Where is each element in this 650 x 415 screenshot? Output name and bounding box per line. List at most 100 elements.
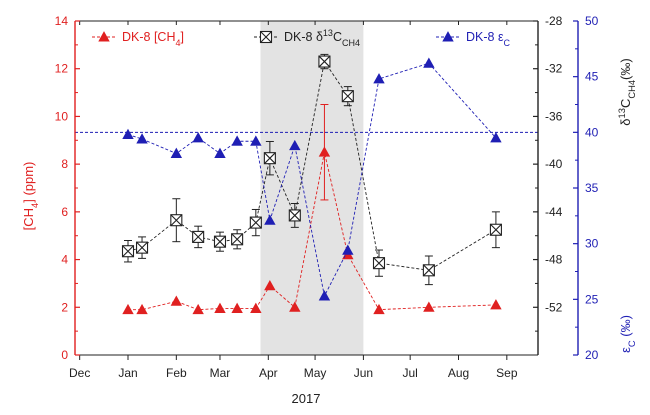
x-tick-label: Jun bbox=[354, 366, 373, 380]
marker-cross-b bbox=[214, 235, 226, 248]
x-tick-label: May bbox=[304, 366, 327, 380]
text-part: (‰) bbox=[618, 315, 633, 340]
text-part: DK-8 ε bbox=[466, 30, 504, 44]
legend-label: DK-8 [CH4] bbox=[122, 30, 184, 48]
data-point bbox=[136, 303, 148, 315]
data-point bbox=[231, 135, 243, 146]
text-part: C bbox=[504, 38, 511, 48]
data-point bbox=[263, 152, 276, 165]
x-tick-label: Feb bbox=[166, 366, 187, 380]
data-point bbox=[489, 223, 502, 236]
data-point bbox=[192, 303, 204, 315]
data-point bbox=[318, 290, 331, 301]
marker-cross-b bbox=[318, 55, 331, 68]
legend-item-1: DK-8 δ13CCH4 bbox=[254, 28, 360, 48]
data-point bbox=[231, 233, 244, 246]
y-left-axis-tick-label: 4 bbox=[61, 253, 68, 267]
y-right-inner-axis-tick-label: -36 bbox=[545, 109, 563, 123]
text-part: (‰) bbox=[618, 58, 633, 80]
text-part: δ bbox=[618, 118, 633, 125]
series-layer bbox=[121, 53, 502, 315]
text-part: 13 bbox=[323, 28, 333, 38]
y-left-axis-tick-label: 2 bbox=[61, 300, 68, 314]
x-tick-label: Sep bbox=[496, 366, 518, 380]
marker-cross-b bbox=[136, 241, 148, 254]
text-part: C bbox=[627, 340, 637, 347]
data-point bbox=[213, 235, 227, 248]
data-point bbox=[231, 302, 243, 313]
data-point bbox=[264, 214, 276, 225]
data-point bbox=[341, 90, 354, 103]
legend-item-2: DK-8 εC bbox=[436, 30, 511, 48]
y-right-inner-axis-tick-label: -44 bbox=[545, 205, 563, 219]
data-point bbox=[122, 303, 134, 315]
x-tick-label: Mar bbox=[210, 366, 231, 380]
data-point bbox=[192, 132, 204, 143]
text-part: [CH bbox=[21, 208, 36, 230]
series-2 bbox=[122, 57, 502, 301]
data-point bbox=[289, 139, 301, 151]
data-point bbox=[214, 302, 226, 313]
data-point bbox=[373, 73, 385, 84]
y-right-outer-axis-tick-label: 20 bbox=[585, 348, 599, 362]
y-right-outer-axis-tick-label: 40 bbox=[585, 125, 599, 139]
data-point bbox=[490, 132, 502, 143]
text-part: C bbox=[333, 30, 342, 44]
x-tick-label: Aug bbox=[448, 366, 469, 380]
text-part: C bbox=[618, 99, 633, 108]
series-line-0 bbox=[128, 152, 496, 311]
data-point bbox=[372, 257, 386, 270]
x-axis-label: 2017 bbox=[292, 391, 321, 406]
marker-cross-b bbox=[422, 264, 435, 277]
text-part: DK-8 [CH bbox=[122, 30, 175, 44]
data-point bbox=[422, 264, 435, 277]
data-point bbox=[490, 299, 502, 310]
series-1 bbox=[121, 53, 502, 286]
y-left-axis-tick-label: 12 bbox=[55, 62, 69, 76]
data-point bbox=[423, 301, 435, 312]
legend-label: DK-8 δ13CCH4 bbox=[284, 28, 360, 48]
data-point bbox=[318, 55, 331, 68]
y-right-inner-axis-title: δ13CCH4(‰) bbox=[617, 58, 637, 125]
axes-layer: Dec Jan Feb Mar Apr May Jun Jul Aug Sep 2017 0 2 4 6 8 1… bbox=[21, 14, 637, 406]
y-left-axis-tick-label: 6 bbox=[61, 205, 68, 219]
x-tick-label: Apr bbox=[259, 366, 278, 380]
series-line-2 bbox=[127, 62, 497, 298]
marker-cross-b bbox=[341, 90, 354, 103]
data-point bbox=[318, 146, 331, 157]
text-part: ] (ppm) bbox=[21, 162, 36, 203]
legend-item-0: DK-8 [CH4] bbox=[92, 30, 184, 48]
legend: DK-8 [CH4] DK-8 δ13CCH4 DK-8 εC bbox=[92, 28, 511, 48]
data-point bbox=[136, 133, 148, 144]
text-part: 13 bbox=[617, 108, 627, 118]
legend-label: DK-8 εC bbox=[466, 30, 511, 48]
text-part: ε bbox=[618, 347, 633, 353]
y-left-axis-tick-label: 8 bbox=[61, 157, 68, 171]
x-tick-label: Jul bbox=[402, 366, 417, 380]
text-part: CH4 bbox=[627, 80, 637, 99]
y-left-axis-tick-label: 14 bbox=[55, 14, 69, 28]
data-point bbox=[192, 230, 205, 243]
data-point bbox=[264, 279, 276, 291]
y-right-inner-axis-tick-label: -32 bbox=[545, 62, 563, 76]
data-point bbox=[170, 295, 183, 306]
marker-cross-b bbox=[260, 31, 272, 43]
data-point bbox=[373, 303, 385, 315]
marker-cross-b bbox=[249, 216, 262, 229]
data-point bbox=[250, 135, 262, 146]
y-right-outer-axis-tick-label: 50 bbox=[585, 14, 599, 28]
y-left-axis-tick-label: 0 bbox=[61, 348, 68, 362]
text-part: ] bbox=[181, 30, 184, 44]
data-point bbox=[135, 241, 149, 254]
y-right-outer-axis-tick-label: 35 bbox=[585, 181, 599, 195]
y-right-outer-axis-tick-label: 30 bbox=[585, 237, 599, 251]
marker-cross-b bbox=[122, 245, 134, 258]
y-right-inner-axis-tick-label: -48 bbox=[545, 253, 563, 267]
data-point bbox=[170, 147, 183, 158]
marker-cross-b bbox=[231, 233, 244, 246]
data-point bbox=[122, 128, 134, 140]
data-point bbox=[214, 147, 226, 158]
y-left-axis-title: [CH4] (ppm) bbox=[21, 162, 40, 231]
text-part: 4 bbox=[175, 38, 180, 48]
